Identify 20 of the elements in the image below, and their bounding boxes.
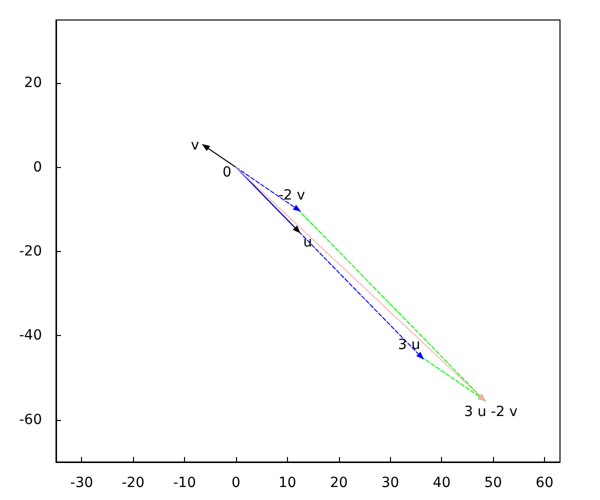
x-tick-label: 0 xyxy=(232,475,240,491)
x-tick-label: -10 xyxy=(173,475,196,491)
annotation: -2 v xyxy=(278,187,306,204)
y-tick-label: -40 xyxy=(19,328,42,344)
x-tick-label: 10 xyxy=(278,475,296,491)
x-tick-label: 20 xyxy=(330,475,348,491)
x-tick-label: 60 xyxy=(536,475,554,491)
x-tick-label: 50 xyxy=(484,475,502,491)
y-tick-label: -20 xyxy=(19,244,42,260)
x-tick-label: -30 xyxy=(70,475,94,491)
annotation: v xyxy=(190,137,200,154)
annotation: 0 xyxy=(222,164,232,180)
y-tick-label: -60 xyxy=(19,412,42,428)
x-tick-label: 30 xyxy=(381,475,400,491)
y-tick-label: 20 xyxy=(24,75,42,92)
x-tick-label: 40 xyxy=(432,475,451,491)
x-tick-label: -20 xyxy=(122,475,145,491)
annotation: 3 u -2 v xyxy=(464,404,518,420)
annotation: u xyxy=(303,234,312,250)
y-tick-label: 0 xyxy=(33,159,42,176)
